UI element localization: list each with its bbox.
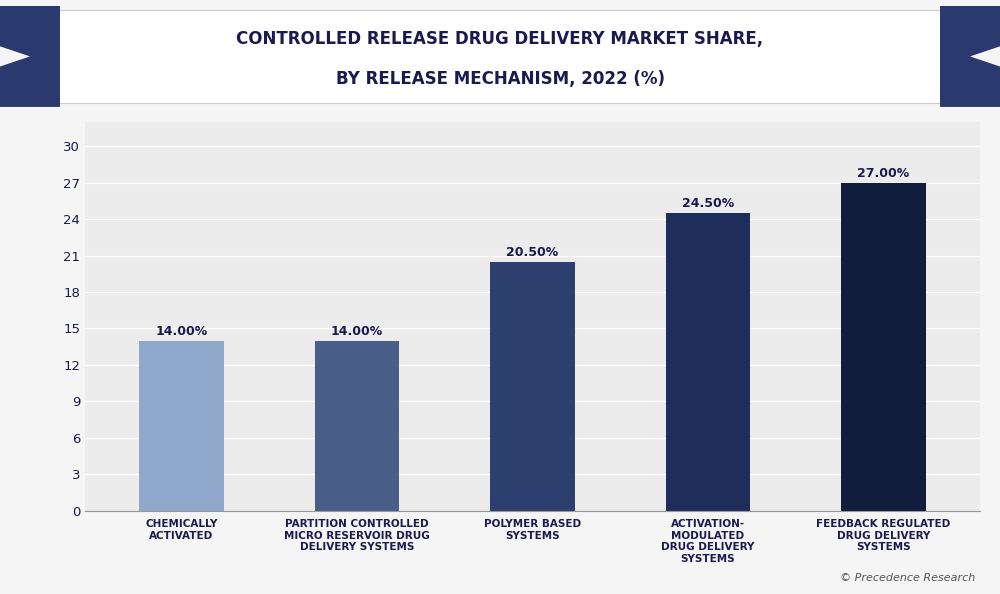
Bar: [139, 340, 224, 511]
Text: 14.00%: 14.00%: [155, 324, 208, 337]
Bar: [841, 182, 926, 511]
Polygon shape: [0, 6, 60, 107]
Text: CONTROLLED RELEASE DRUG DELIVERY MARKET SHARE,: CONTROLLED RELEASE DRUG DELIVERY MARKET …: [236, 30, 764, 48]
Bar: [666, 213, 750, 511]
Bar: [315, 340, 399, 511]
Text: © Precedence Research: © Precedence Research: [840, 573, 975, 583]
Text: 24.50%: 24.50%: [682, 197, 734, 210]
Polygon shape: [940, 6, 1000, 107]
Text: 20.50%: 20.50%: [506, 245, 559, 258]
FancyBboxPatch shape: [40, 10, 960, 103]
Text: BY RELEASE MECHANISM, 2022 (%): BY RELEASE MECHANISM, 2022 (%): [336, 69, 664, 88]
Bar: [490, 261, 575, 511]
Text: 14.00%: 14.00%: [331, 324, 383, 337]
Text: 27.00%: 27.00%: [857, 166, 910, 179]
